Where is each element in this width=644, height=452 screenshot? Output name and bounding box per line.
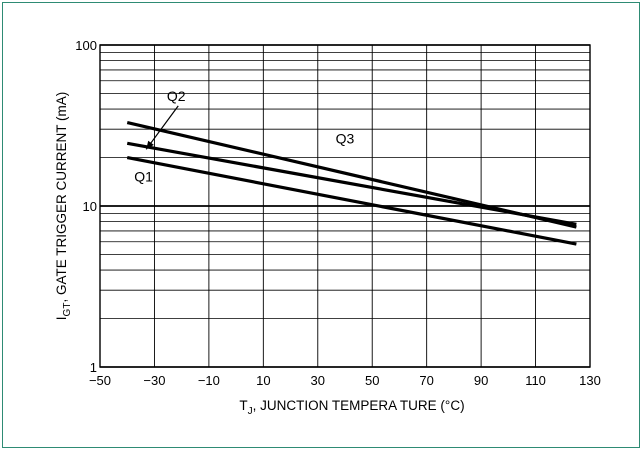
q2-arrow-line — [145, 105, 179, 150]
series-lines — [126, 120, 577, 246]
y-tick-label: 100 — [75, 38, 97, 53]
annotation-q3: Q3 — [336, 130, 355, 146]
x-axis-label: TJ, JUNCTION TEMPERA TURE (°C) — [239, 398, 464, 417]
annotations: Q1 Q2 Q3 — [134, 88, 359, 184]
x-tick-label: 90 — [474, 373, 488, 388]
plot-border — [99, 44, 591, 368]
x-tick-label: 30 — [311, 373, 325, 388]
y-axis-label: IGT, GATE TRIGGER CURRENT (mA) — [54, 92, 73, 320]
y-tick-label: 1 — [90, 360, 97, 375]
annotation-q2: Q2 — [167, 88, 186, 104]
x-tick-label: 10 — [256, 373, 270, 388]
x-tick-label: 110 — [525, 373, 546, 388]
annotation-q1: Q1 — [134, 168, 153, 184]
x-tick-label: −10 — [198, 373, 220, 388]
annotation-bg — [331, 131, 359, 147]
x-tick-label: −50 — [89, 373, 111, 388]
chart-frame — [2, 2, 640, 448]
x-tick-label: −30 — [143, 373, 165, 388]
q2-arrow-head — [146, 140, 154, 150]
grid — [99, 44, 591, 368]
series-line-q3 — [126, 120, 577, 229]
y-tick-label: 10 — [83, 199, 97, 214]
x-tick-label: 70 — [419, 373, 433, 388]
series-line-q1 — [126, 155, 577, 246]
x-tick-label: 50 — [365, 373, 379, 388]
x-tick-label: 130 — [579, 373, 601, 388]
